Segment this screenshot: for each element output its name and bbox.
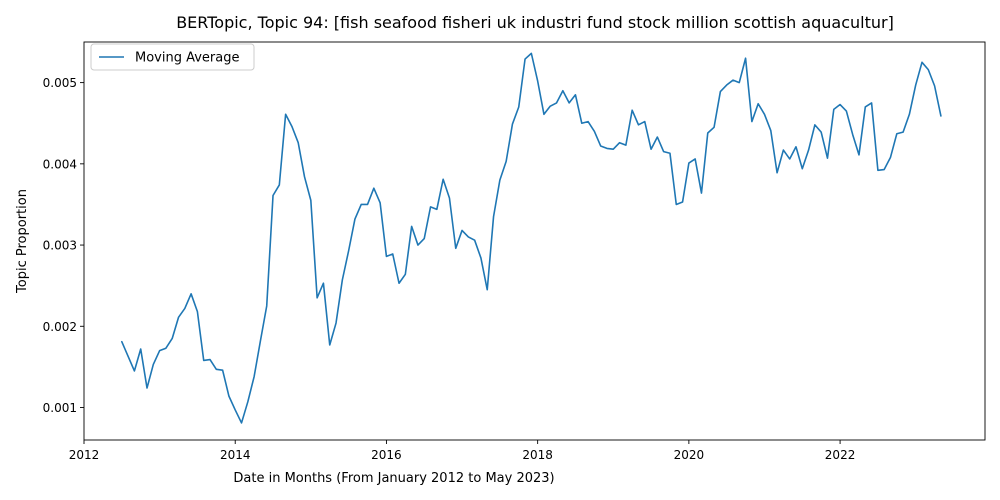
y-tick-label: 0.004 (43, 157, 77, 171)
plot-area (83, 41, 986, 441)
y-axis-ticks: 0.001 0.002 0.003 0.004 0.005 (43, 76, 84, 415)
x-tick-label: 2016 (371, 448, 402, 462)
chart-title: BERTopic, Topic 94: [fish seafood fisher… (176, 13, 894, 32)
plot-background (84, 42, 985, 440)
y-tick-label: 0.001 (43, 401, 77, 415)
x-tick-label: 2012 (69, 448, 100, 462)
series-layer (121, 52, 942, 424)
x-tick-label: 2022 (825, 448, 856, 462)
legend-box (90, 43, 255, 71)
plot-frame (83, 41, 986, 441)
legend: Moving Average (90, 43, 255, 71)
x-axis-ticks: 2012 2014 2016 2018 2020 2022 (69, 440, 856, 462)
legend-label: Moving Average (135, 51, 239, 66)
series-line-moving-average (121, 52, 942, 424)
y-axis-label: Topic Proportion (15, 189, 30, 294)
x-axis-label: Date in Months (From January 2012 to May… (233, 471, 554, 486)
x-tick-label: 2014 (220, 448, 251, 462)
y-tick-label: 0.003 (43, 239, 77, 253)
y-tick-label: 0.005 (43, 76, 77, 90)
y-tick-label: 0.002 (43, 320, 77, 334)
x-tick-label: 2020 (674, 448, 705, 462)
x-tick-label: 2018 (522, 448, 553, 462)
